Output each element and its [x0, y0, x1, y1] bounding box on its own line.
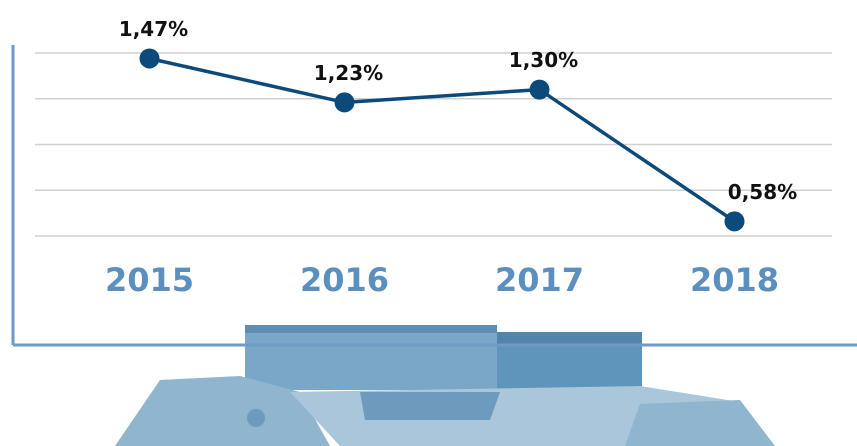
- x-tick-label: 2015: [105, 261, 194, 299]
- x-tick-label: 2018: [690, 261, 779, 299]
- point: [334, 92, 355, 113]
- value-label: 1,47%: [119, 17, 188, 41]
- x-tick-label: 2016: [300, 261, 389, 299]
- building-illustration: [115, 325, 775, 446]
- value-label: 0,58%: [728, 180, 797, 204]
- value-label: 1,30%: [509, 48, 578, 72]
- line: [149, 56, 736, 223]
- point: [139, 48, 160, 69]
- value-label: 1,23%: [314, 61, 383, 85]
- point: [529, 79, 550, 100]
- x-tick-label: 2017: [495, 261, 584, 299]
- point: [724, 211, 745, 232]
